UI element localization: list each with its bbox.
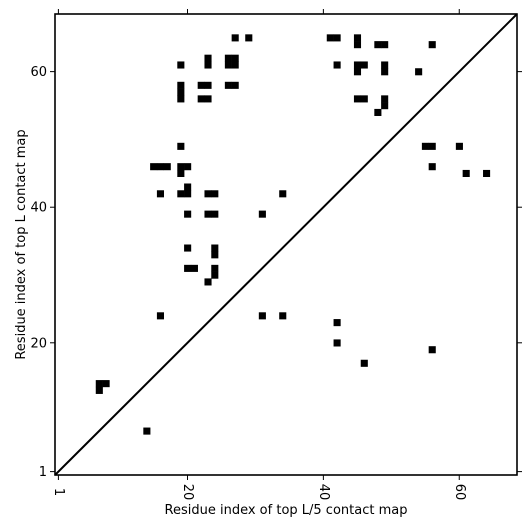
- contact-cell: [177, 88, 185, 96]
- contact-cell: [150, 163, 158, 171]
- y-tick-label: 40: [30, 201, 47, 216]
- contact-cell: [204, 81, 212, 89]
- y-tick-label: 60: [30, 65, 47, 80]
- contact-cell: [204, 95, 212, 103]
- contact-cell: [204, 190, 212, 198]
- contact-cell: [211, 271, 219, 279]
- contact-cell: [184, 190, 192, 198]
- contact-cell: [381, 41, 389, 49]
- diagonal-line: [54, 13, 518, 476]
- contact-cells: [95, 34, 491, 435]
- contact-cell: [224, 54, 232, 62]
- contact-cell: [197, 81, 205, 89]
- contact-cell: [211, 190, 219, 198]
- contact-cell: [231, 61, 239, 69]
- contact-cell: [231, 54, 239, 62]
- contact-cell: [204, 61, 212, 69]
- contact-cell: [177, 163, 185, 171]
- contact-cell: [415, 68, 423, 76]
- contact-cell: [177, 81, 185, 89]
- x-tick-label: 1: [51, 488, 66, 496]
- contact-cell: [421, 142, 429, 150]
- contact-cell: [333, 61, 341, 69]
- contact-cell: [333, 34, 341, 42]
- y-tick-label: 20: [30, 336, 47, 351]
- contact-cell: [333, 319, 341, 327]
- contact-cell: [184, 210, 192, 218]
- x-tick-label: 60: [452, 484, 467, 501]
- contact-cell: [360, 359, 368, 367]
- contact-cell: [224, 61, 232, 69]
- contact-cell: [156, 163, 165, 171]
- contact-cell: [184, 183, 192, 191]
- contact-cell: [258, 312, 266, 320]
- contact-cell: [156, 312, 165, 320]
- contact-cell: [95, 380, 103, 388]
- contact-cell: [353, 68, 362, 76]
- contact-cell: [211, 210, 219, 218]
- contact-cell: [184, 244, 192, 252]
- contact-cell: [143, 427, 151, 435]
- contact-cell: [360, 61, 368, 69]
- contact-cell: [326, 34, 334, 42]
- axis-ticks: 1 20 40 60 1 20 40 60: [30, 9, 522, 500]
- contact-cell: [381, 95, 389, 103]
- contact-cell: [204, 54, 212, 62]
- contact-cell: [231, 81, 239, 89]
- contact-cell: [102, 380, 110, 388]
- contact-cell: [483, 169, 491, 178]
- contact-cell: [381, 68, 389, 76]
- contact-cell: [224, 81, 232, 89]
- contact-cell: [231, 34, 239, 42]
- contact-cell: [258, 210, 266, 218]
- contact-cell: [190, 264, 198, 272]
- y-axis-title: Residue index of top L contact map: [14, 129, 29, 359]
- contact-cell: [353, 34, 362, 42]
- contact-cell: [177, 190, 185, 198]
- contact-cell: [177, 142, 185, 150]
- contact-cell: [163, 163, 171, 171]
- contact-cell: [211, 244, 219, 252]
- contact-cell: [184, 163, 192, 171]
- contact-cell: [204, 278, 212, 286]
- plot-frame: [54, 13, 518, 476]
- contact-cell: [374, 108, 382, 116]
- contact-cell: [177, 169, 185, 178]
- x-tick-label: 20: [180, 484, 195, 501]
- contact-cell: [353, 95, 362, 103]
- contact-cell: [381, 102, 389, 110]
- contact-cell: [374, 41, 382, 49]
- contact-cell: [353, 41, 362, 49]
- contact-cell: [455, 142, 463, 150]
- contact-cell: [95, 386, 103, 394]
- contact-cell: [177, 95, 185, 103]
- x-tick-label: 40: [316, 484, 331, 501]
- contact-cell: [360, 95, 368, 103]
- contact-cell: [245, 34, 253, 42]
- contact-cell: [353, 61, 362, 69]
- contact-cell: [428, 163, 436, 171]
- contact-cell: [279, 190, 287, 198]
- contact-cell: [211, 251, 219, 259]
- contact-cell: [428, 41, 436, 49]
- contact-cell: [204, 210, 212, 218]
- contact-cell: [381, 61, 389, 69]
- contact-cell: [279, 312, 287, 320]
- contact-cell: [428, 346, 436, 354]
- contact-cell: [462, 169, 470, 178]
- contact-cell: [156, 190, 165, 198]
- contact-cell: [197, 95, 205, 103]
- contact-cell: [333, 339, 341, 347]
- contact-cell: [177, 61, 185, 69]
- contact-cell: [428, 142, 436, 150]
- contact-cell: [184, 264, 192, 272]
- y-tick-label: 1: [39, 465, 47, 480]
- x-axis-title: Residue index of top L/5 contact map: [165, 503, 408, 518]
- contact-cell: [211, 264, 219, 272]
